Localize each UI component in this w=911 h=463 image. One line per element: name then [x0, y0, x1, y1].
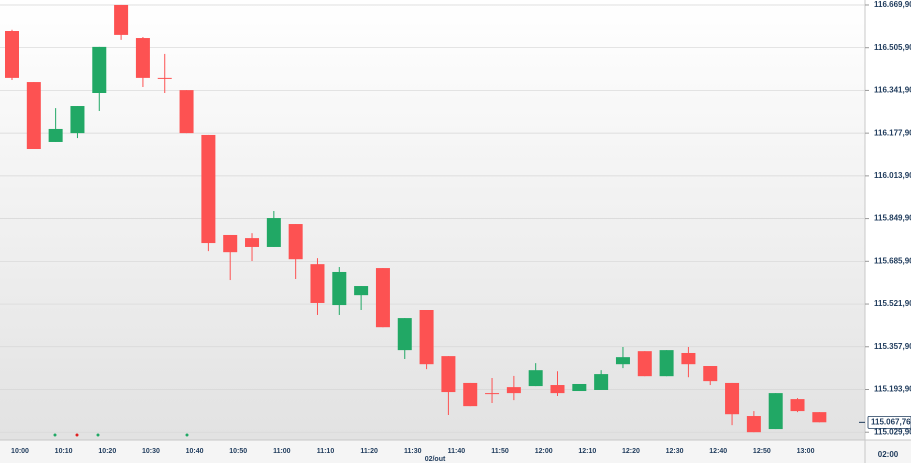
- candle-body: [135, 38, 150, 78]
- last-price-box: [867, 415, 911, 429]
- x-tick-label: 13:00: [797, 448, 815, 455]
- candle-body: [681, 352, 696, 365]
- candle-body: [332, 271, 347, 306]
- x-tick-label: 10:30: [142, 448, 160, 455]
- candle-body: [528, 370, 543, 387]
- candle-body: [245, 238, 260, 247]
- x-tick-label: 11:20: [360, 448, 378, 455]
- candle-body: [26, 82, 41, 150]
- candle-body: [812, 412, 827, 423]
- y-tick-label: 115.685,90: [874, 256, 911, 265]
- x-tick-label: 11:00: [273, 448, 291, 455]
- candle-body: [354, 286, 369, 296]
- x-axis-background: [0, 440, 911, 463]
- y-tick-label: 116.669,90: [874, 0, 911, 9]
- candle-body: [397, 318, 412, 351]
- y-tick-label: 116.341,90: [874, 86, 911, 95]
- x-tick-label: 11:10: [317, 448, 335, 455]
- x-tick-label: 11:40: [448, 448, 466, 455]
- candle-body: [48, 128, 63, 142]
- y-tick-label: 115.521,90: [874, 299, 911, 308]
- candle-body: [266, 218, 281, 247]
- candle-body: [659, 350, 674, 377]
- y-tick-label: 116.505,90: [874, 43, 911, 52]
- candle-body: [92, 46, 107, 94]
- candle-body: [725, 382, 740, 415]
- x-tick-label: 10:10: [55, 448, 73, 455]
- y-tick-label: 115.849,90: [874, 214, 911, 223]
- candle-body: [594, 374, 609, 390]
- x-tick-label: 12:00: [535, 448, 553, 455]
- x-tick-label: 12:20: [622, 448, 640, 455]
- x-tick-label: 10:50: [229, 448, 247, 455]
- candle-body: [114, 4, 129, 35]
- x-tick-label: 12:50: [753, 448, 771, 455]
- y-tick-label: 115.029,90: [874, 427, 911, 436]
- event-dot: [96, 433, 100, 437]
- event-dot: [75, 433, 79, 437]
- candle-body: [768, 393, 783, 430]
- candle-body: [223, 234, 238, 253]
- candle-body: [5, 31, 19, 78]
- candle-body: [70, 106, 85, 134]
- x-tick-label: 10:00: [11, 448, 29, 455]
- event-dot: [185, 433, 189, 437]
- candle-body: [157, 77, 172, 79]
- candle-body: [550, 385, 565, 394]
- corner-label: 02:00: [878, 450, 899, 459]
- y-tick-label: 116.177,90: [874, 128, 911, 137]
- candle-body: [419, 310, 434, 365]
- candle-body: [375, 268, 390, 328]
- candle-body: [506, 387, 521, 394]
- candle-body: [310, 264, 325, 303]
- last-price-label: 115.067,76: [871, 417, 911, 426]
- candle-body: [703, 366, 718, 382]
- candle-body: [615, 357, 630, 365]
- x-tick-label: 11:50: [491, 448, 509, 455]
- x-tick-label: 12:40: [709, 448, 727, 455]
- date-label: 02/out: [425, 456, 446, 463]
- candle-body: [746, 416, 761, 433]
- x-tick-label: 11:30: [404, 448, 422, 455]
- x-tick-label: 12:30: [666, 448, 684, 455]
- y-tick-label: 115.357,90: [874, 342, 911, 351]
- x-tick-label: 10:20: [98, 448, 116, 455]
- candle-body: [790, 399, 805, 412]
- y-tick-label: 116.013,90: [874, 171, 911, 180]
- candle-body: [572, 383, 587, 392]
- candle-body: [637, 351, 652, 377]
- candle-body: [441, 356, 456, 393]
- candle-body: [485, 393, 500, 395]
- candle-body: [288, 224, 303, 260]
- candle-body: [201, 134, 216, 244]
- y-tick-label: 115.193,90: [874, 385, 911, 394]
- plot-background: [0, 0, 865, 440]
- x-tick-label: 12:10: [578, 448, 596, 455]
- x-tick-label: 10:40: [186, 448, 204, 455]
- candle-body: [179, 90, 194, 134]
- candle-body: [463, 382, 478, 407]
- event-dot: [53, 433, 57, 437]
